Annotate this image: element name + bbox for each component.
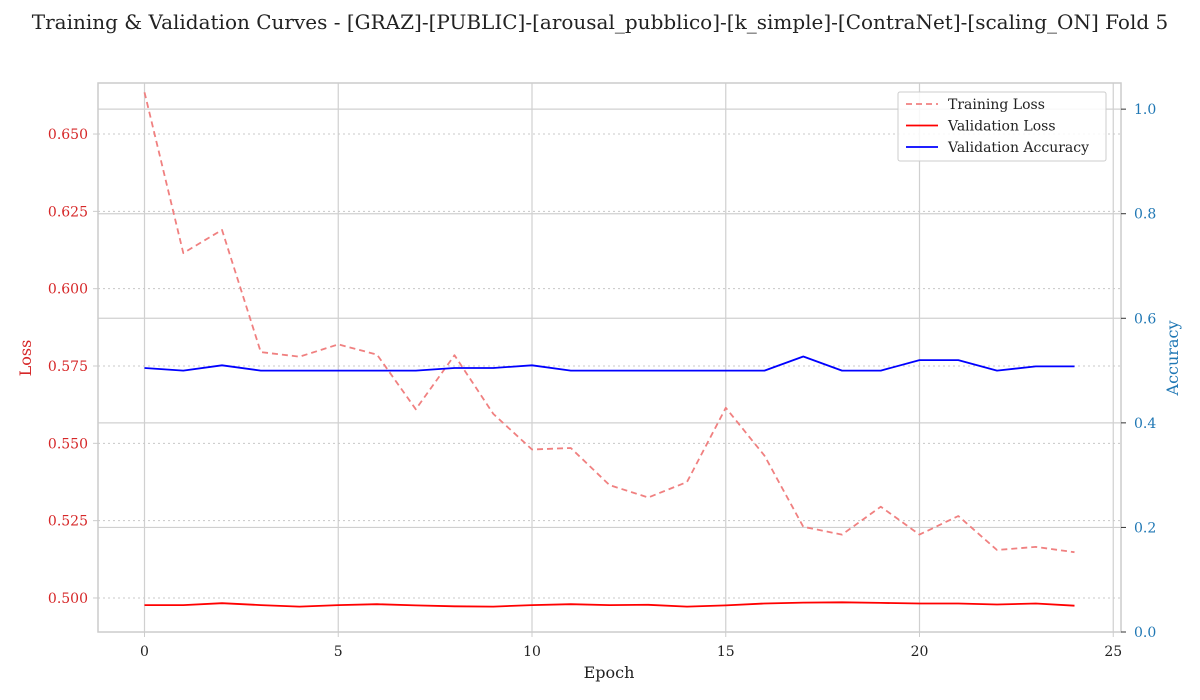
axis-labels: Epoch Loss Accuracy <box>16 321 1182 682</box>
y-right-tick-label: 0.0 <box>1134 625 1156 641</box>
series-line-training-loss <box>143 92 1075 554</box>
y-right-tick-label: 1.0 <box>1134 102 1156 118</box>
y-left-tick-label: 0.550 <box>48 436 88 452</box>
y-left-tick-label: 0.500 <box>48 591 88 607</box>
series-line-validation-loss <box>144 601 1075 608</box>
y-left-tick-label: 0.625 <box>48 204 88 220</box>
series-line-validation-accuracy <box>144 355 1075 372</box>
x-tick-label: 0 <box>140 644 149 660</box>
legend-label: Training Loss <box>948 97 1045 113</box>
ticks-layer: 0.5000.5250.5500.5750.6000.6250.6500.00.… <box>48 102 1156 660</box>
y-right-tick-label: 0.8 <box>1134 207 1156 223</box>
x-tick-label: 25 <box>1104 644 1122 660</box>
grid-layer <box>98 83 1121 632</box>
y-right-tick-label: 0.4 <box>1134 416 1156 432</box>
x-tick-label: 5 <box>334 644 343 660</box>
axes-layer <box>97 82 1122 633</box>
legend-label: Validation Loss <box>947 119 1056 135</box>
plot-frame <box>97 82 1122 633</box>
legend-box <box>897 91 1107 162</box>
y-right-tick-label: 0.2 <box>1134 520 1156 536</box>
y-axis-label-right: Accuracy <box>1163 321 1182 397</box>
y-axis-label-left: Loss <box>16 340 35 377</box>
y-left-tick-label: 0.525 <box>48 514 88 530</box>
y-right-tick-label: 0.6 <box>1134 311 1156 327</box>
legend-label: Validation Accuracy <box>947 140 1089 156</box>
x-tick-label: 15 <box>717 644 735 660</box>
y-left-tick-label: 0.575 <box>48 359 88 375</box>
x-axis-label: Epoch <box>584 663 635 682</box>
chart-title: Training & Validation Curves - [GRAZ]-[P… <box>31 10 1169 34</box>
series-layer <box>143 92 1075 608</box>
y-left-tick-label: 0.600 <box>48 282 88 298</box>
x-tick-label: 10 <box>523 644 541 660</box>
x-tick-label: 20 <box>911 644 929 660</box>
y-left-tick-label: 0.650 <box>48 127 88 143</box>
legend: Training Loss Validation Loss Validation A… <box>897 91 1107 162</box>
